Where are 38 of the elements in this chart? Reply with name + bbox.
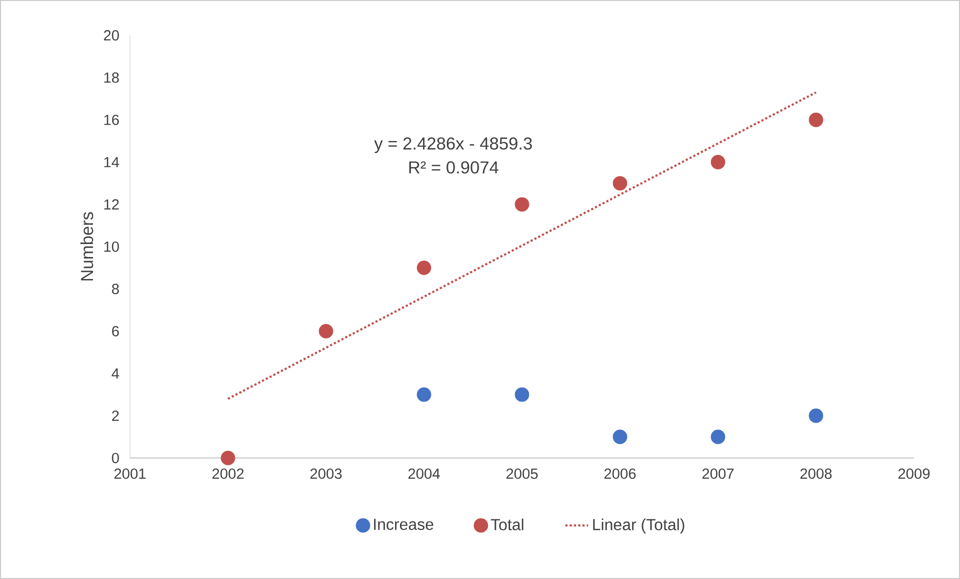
x-tick-label: 2008 — [800, 468, 832, 479]
point — [416, 387, 432, 402]
point — [612, 176, 628, 190]
annotation: R² = 0.9074 — [409, 161, 498, 174]
legend-label: Linear (Total) — [593, 518, 684, 534]
x-tick-label: 2002 — [212, 468, 244, 479]
x-tick-label: 2005 — [506, 468, 538, 479]
x-tick-label: 2007 — [702, 468, 734, 479]
point — [416, 260, 432, 276]
y-tick-label: 6 — [112, 326, 119, 336]
point — [514, 197, 530, 212]
point — [612, 430, 628, 444]
y-tick-label: 4 — [112, 368, 120, 379]
point — [710, 154, 726, 170]
annotation: y = 2.4286x - 4859.3 — [374, 137, 532, 154]
point — [710, 430, 726, 444]
y-tick-label: 8 — [112, 284, 119, 294]
y-tick-label: 0 — [112, 452, 119, 464]
y-tick-label: 2 — [112, 410, 119, 421]
x-tick-label: 2006 — [604, 468, 636, 479]
point — [220, 450, 236, 466]
y-tick-label: 20 — [104, 30, 119, 41]
point — [514, 387, 530, 402]
point — [318, 324, 334, 338]
point — [808, 112, 824, 128]
point — [808, 408, 824, 423]
y-tick-label: 16 — [104, 114, 119, 126]
legend-label: Total — [490, 518, 524, 530]
y-tick-label: 14 — [104, 157, 120, 168]
y-tick-label: 10 — [104, 241, 119, 252]
x-tick-label: 2004 — [408, 468, 440, 479]
x-tick-label: 2003 — [310, 468, 342, 479]
y-axis-title: Numbers — [80, 212, 94, 280]
legend-label: Increase — [374, 518, 434, 530]
y-tick-label: 18 — [104, 72, 119, 83]
x-tick-label: 2009 — [898, 468, 930, 479]
x-tick-label: 2001 — [114, 468, 146, 479]
y-tick-label: 12 — [104, 199, 119, 210]
